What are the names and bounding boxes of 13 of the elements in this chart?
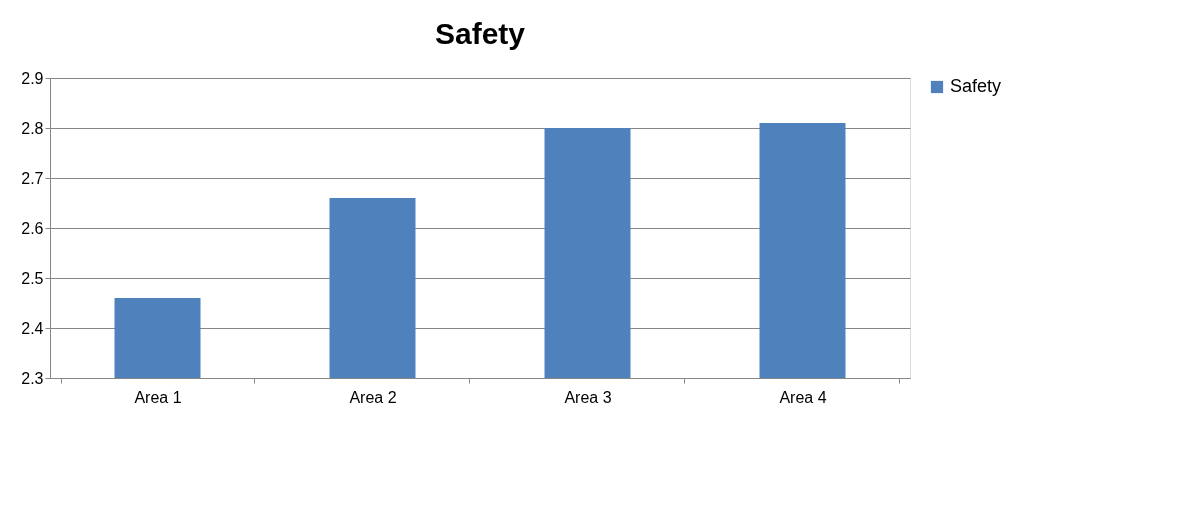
x-tick-label: Area 2: [349, 388, 397, 406]
y-tick-label: 2.7: [21, 169, 44, 187]
chart-title: Safety: [434, 17, 526, 50]
x-tick-label: Area 1: [134, 388, 182, 406]
y-tick-label: 2.6: [21, 219, 44, 237]
x-tick-label: Area 3: [564, 388, 612, 406]
y-tick-label: 2.9: [21, 69, 44, 87]
y-tick-label: 2.3: [21, 369, 44, 387]
y-tick-label: 2.5: [21, 269, 44, 287]
y-tick-label: 2.4: [21, 319, 44, 337]
y-tick-label: 2.8: [21, 119, 44, 137]
legend-label: Safety: [950, 76, 1002, 96]
x-tick-label: Area 4: [779, 388, 827, 406]
